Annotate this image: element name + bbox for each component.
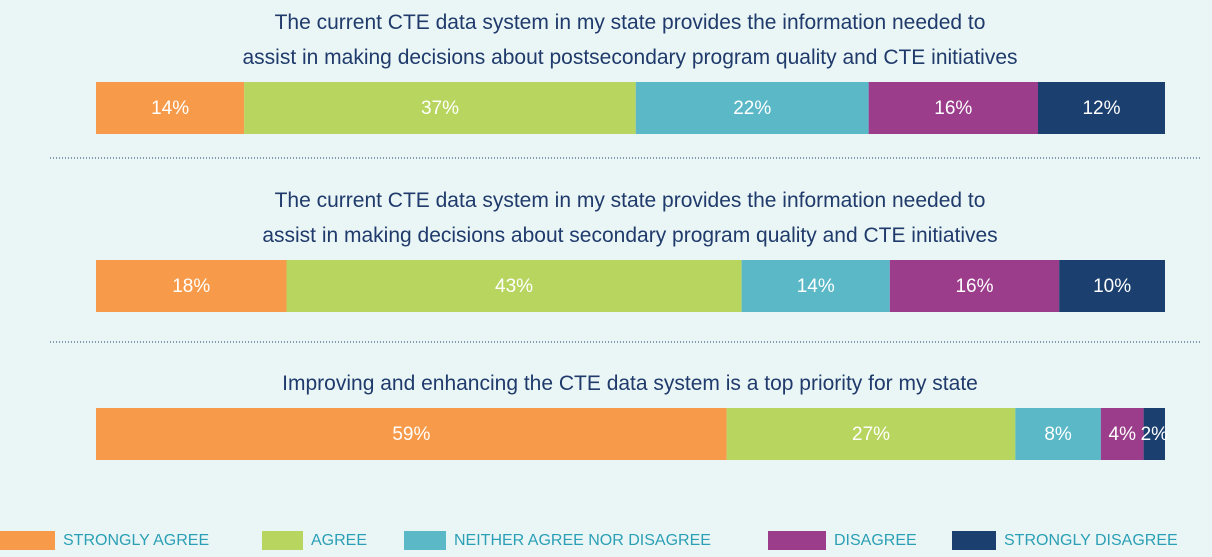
bar-segment: [286, 260, 742, 312]
value-label: 16%: [955, 276, 993, 297]
legend-label: DISAGREE: [834, 532, 917, 549]
value-label: 8%: [1044, 424, 1072, 445]
value-label: 27%: [852, 424, 890, 445]
bar-segment: [244, 82, 636, 134]
value-label: 59%: [392, 424, 430, 445]
legend-label: NEITHER AGREE NOR DISAGREE: [454, 532, 711, 549]
bar-title: The current CTE data system in my state …: [242, 11, 1017, 69]
legend-label: STRONGLY DISAGREE: [1004, 532, 1178, 549]
value-label: 14%: [151, 98, 189, 119]
legend-label: STRONGLY AGREE: [63, 532, 209, 549]
legend-swatch: [768, 531, 826, 550]
legend-swatch: [952, 531, 996, 550]
value-label: 14%: [797, 276, 835, 297]
legend-swatch: [0, 531, 55, 550]
bar-segment: [1100, 408, 1144, 460]
bar-segment: [1037, 82, 1165, 134]
bar-segment: [1143, 408, 1165, 460]
bar-title: Improving and enhancing the CTE data sys…: [282, 372, 978, 395]
value-label: 2%: [1141, 424, 1169, 445]
bar-segment: [726, 408, 1016, 460]
bar-segment: [1059, 260, 1165, 312]
legend-label: AGREE: [311, 532, 367, 549]
legend-swatch: [262, 531, 303, 550]
bar-segment: [1015, 408, 1101, 460]
bar-segment: [96, 408, 727, 460]
value-label: 12%: [1082, 98, 1120, 119]
value-label: 4%: [1109, 424, 1137, 445]
bar-segment: [741, 260, 890, 312]
bar-segment: [889, 260, 1060, 312]
value-label: 18%: [172, 276, 210, 297]
value-label: 43%: [495, 276, 533, 297]
bar-segment: [96, 82, 245, 134]
bar-title: The current CTE data system in my state …: [262, 189, 997, 247]
value-label: 22%: [733, 98, 771, 119]
bar-segment: [868, 82, 1038, 134]
value-label: 16%: [934, 98, 972, 119]
value-label: 37%: [421, 98, 459, 119]
bar-segment: [635, 82, 869, 134]
bar-segment: [96, 260, 287, 312]
value-label: 10%: [1093, 276, 1131, 297]
legend-swatch: [404, 531, 446, 550]
